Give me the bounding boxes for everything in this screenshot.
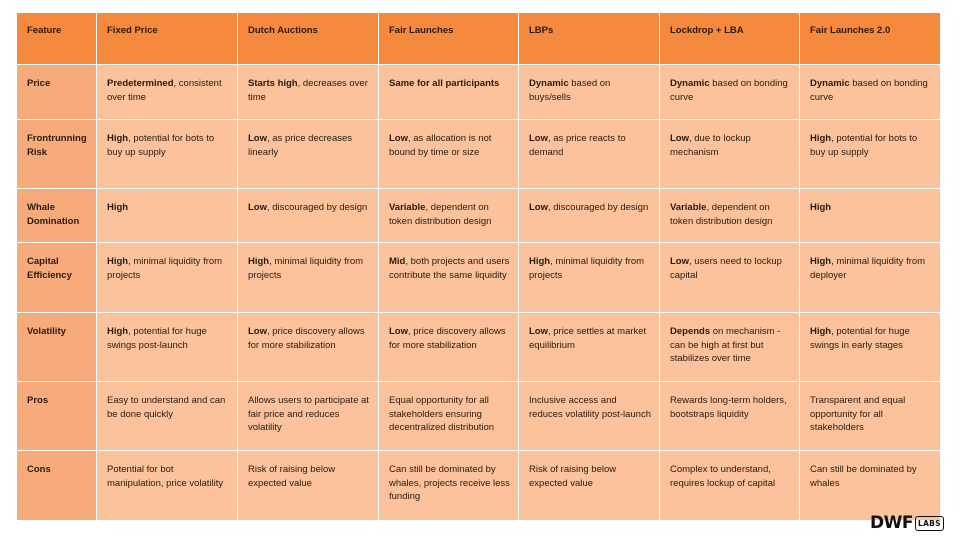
cell: Risk of raising below expected value <box>518 450 660 521</box>
cell: Same for all participants <box>378 64 519 120</box>
header-lockdrop-lba: Lockdrop + LBA <box>659 12 800 65</box>
logo-badge: LABS <box>914 515 944 531</box>
cell: Low, discouraged by design <box>237 188 379 243</box>
cell: Low, price discovery allows for more sta… <box>237 312 379 382</box>
cell: Dynamic based on buys/sells <box>518 64 660 120</box>
cell: Easy to understand and can be done quick… <box>96 381 238 451</box>
cell: High, minimal liquidity from projects <box>237 242 379 313</box>
row-capital-efficiency: Capital Efficiency High, minimal liquidi… <box>16 242 941 313</box>
cell: High, minimal liquidity from projects <box>96 242 238 313</box>
header-fair-launches: Fair Launches <box>378 12 519 65</box>
cell: High, potential for huge swings in early… <box>799 312 941 382</box>
comparison-table-wrapper: Feature Fixed Price Dutch Auctions Fair … <box>16 12 941 521</box>
cell: Low, users need to lockup capital <box>659 242 800 313</box>
cell: Low, as price reacts to demand <box>518 119 660 189</box>
row-whale-domination: Whale Domination High Low, discouraged b… <box>16 188 941 243</box>
row-frontrunning-risk: Frontrunning Risk High, potential for bo… <box>16 119 941 189</box>
row-label-capital-efficiency: Capital Efficiency <box>16 242 97 313</box>
row-label-pros: Pros <box>16 381 97 451</box>
header-dutch-auctions: Dutch Auctions <box>237 12 379 65</box>
cell: Rewards long-term holders, bootstraps li… <box>659 381 800 451</box>
cell: Dynamic based on bonding curve <box>659 64 800 120</box>
cell: Low, price discovery allows for more sta… <box>378 312 519 382</box>
cell: Mid, both projects and users contribute … <box>378 242 519 313</box>
cell: Can still be dominated by whales, projec… <box>378 450 519 521</box>
header-fixed-price: Fixed Price <box>96 12 238 65</box>
cell: Variable, dependent on token distributio… <box>659 188 800 243</box>
cell: High <box>96 188 238 243</box>
cell: Equal opportunity for all stakeholders e… <box>378 381 519 451</box>
cell: Allows users to participate at fair pric… <box>237 381 379 451</box>
cell: Variable, dependent on token distributio… <box>378 188 519 243</box>
logo-badge-text: LABS <box>917 518 941 528</box>
row-label-volatility: Volatility <box>16 312 97 382</box>
dwf-labs-logo: DWF LABS <box>870 514 944 532</box>
row-pros: Pros Easy to understand and can be done … <box>16 381 941 451</box>
cell: Starts high, decreases over time <box>237 64 379 120</box>
row-label-frontrunning-risk: Frontrunning Risk <box>16 119 97 189</box>
cell: Complex to understand, requires lockup o… <box>659 450 800 521</box>
row-cons: Cons Potential for bot manipulation, pri… <box>16 450 941 521</box>
cell: Can still be dominated by whales <box>799 450 941 521</box>
logo-main-text: DWF <box>870 513 913 533</box>
cell: High, minimal liquidity from projects <box>518 242 660 313</box>
comparison-table: Feature Fixed Price Dutch Auctions Fair … <box>16 12 941 521</box>
cell: Potential for bot manipulation, price vo… <box>96 450 238 521</box>
cell: High, potential for huge swings post-lau… <box>96 312 238 382</box>
cell: Low, as price decreases linearly <box>237 119 379 189</box>
cell: Low, as allocation is not bound by time … <box>378 119 519 189</box>
row-price: Price Predetermined, consistent over tim… <box>16 64 941 120</box>
row-label-price: Price <box>16 64 97 120</box>
cell: Depends on mechanism - can be high at fi… <box>659 312 800 382</box>
cell: Predetermined, consistent over time <box>96 64 238 120</box>
cell: High, potential for bots to buy up suppl… <box>799 119 941 189</box>
cell: High <box>799 188 941 243</box>
row-label-cons: Cons <box>16 450 97 521</box>
cell: Dynamic based on bonding curve <box>799 64 941 120</box>
cell: Risk of raising below expected value <box>237 450 379 521</box>
cell: High, potential for bots to buy up suppl… <box>96 119 238 189</box>
header-lbps: LBPs <box>518 12 660 65</box>
header-row: Feature Fixed Price Dutch Auctions Fair … <box>16 12 941 65</box>
cell: Low, price settles at market equilibrium <box>518 312 660 382</box>
row-volatility: Volatility High, potential for huge swin… <box>16 312 941 382</box>
cell: High, minimal liquidity from deployer <box>799 242 941 313</box>
cell: Low, discouraged by design <box>518 188 660 243</box>
row-label-whale-domination: Whale Domination <box>16 188 97 243</box>
header-feature: Feature <box>16 12 97 65</box>
header-fair-launches-2: Fair Launches 2.0 <box>799 12 941 65</box>
cell: Transparent and equal opportunity for al… <box>799 381 941 451</box>
cell: Low, due to lockup mechanism <box>659 119 800 189</box>
cell: Inclusive access and reduces volatility … <box>518 381 660 451</box>
